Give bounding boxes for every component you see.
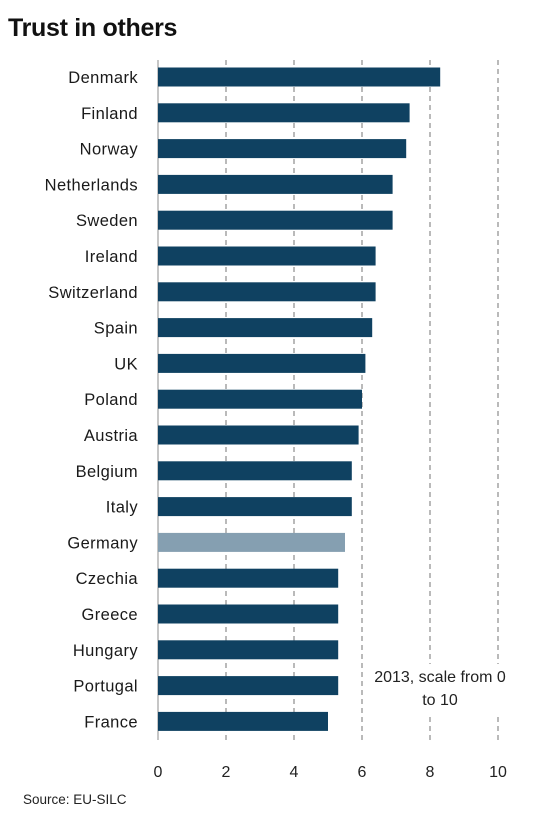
bar xyxy=(158,174,393,194)
bar xyxy=(158,282,376,302)
bar xyxy=(158,67,441,87)
bar xyxy=(158,676,339,696)
category-label: France xyxy=(84,713,138,731)
category-label: Norway xyxy=(80,141,139,159)
category-label: Spain xyxy=(94,320,138,338)
category-label: Portugal xyxy=(73,678,138,696)
bars xyxy=(158,67,441,731)
category-label: Switzerland xyxy=(48,284,138,302)
bar xyxy=(158,353,366,373)
x-tick-label: 6 xyxy=(358,764,367,781)
category-label: UK xyxy=(114,355,138,373)
bar xyxy=(158,210,393,230)
x-axis-ticks: 0 2 4 6 8 10 xyxy=(154,764,507,781)
bar xyxy=(158,532,345,552)
x-tick-label: 10 xyxy=(489,764,507,781)
chart-title: Trust in others xyxy=(8,14,178,42)
chart-annotation: 2013, scale from 0 to 10 xyxy=(372,664,508,714)
bar xyxy=(158,711,328,731)
bar xyxy=(158,568,339,588)
category-label: Czechia xyxy=(76,570,139,588)
bar xyxy=(158,640,339,660)
category-label: Austria xyxy=(84,427,139,445)
bar xyxy=(158,246,376,266)
category-label: Netherlands xyxy=(45,176,138,194)
category-labels: Denmark Finland Norway Netherlands Sweden Ire… xyxy=(45,69,139,731)
bar xyxy=(158,461,352,481)
category-label: Greece xyxy=(81,606,138,624)
bar xyxy=(158,497,352,517)
bar xyxy=(158,425,359,445)
bar xyxy=(158,318,373,338)
category-label: Hungary xyxy=(73,642,139,660)
source-note: Source: EU-SILC xyxy=(23,792,127,807)
x-tick-label: 8 xyxy=(426,764,435,781)
x-tick-label: 4 xyxy=(290,764,299,781)
category-label: Sweden xyxy=(76,212,138,230)
bar xyxy=(158,604,339,624)
category-label: Germany xyxy=(67,534,138,552)
category-label: Belgium xyxy=(76,463,138,481)
category-label: Denmark xyxy=(68,69,138,87)
category-label: Ireland xyxy=(85,248,138,266)
category-label: Finland xyxy=(81,105,138,123)
x-tick-label: 0 xyxy=(154,764,163,781)
category-label: Poland xyxy=(84,391,138,409)
bar xyxy=(158,389,362,409)
bar xyxy=(158,103,410,123)
x-tick-label: 2 xyxy=(222,764,231,781)
category-label: Italy xyxy=(106,499,139,517)
bar xyxy=(158,139,407,159)
